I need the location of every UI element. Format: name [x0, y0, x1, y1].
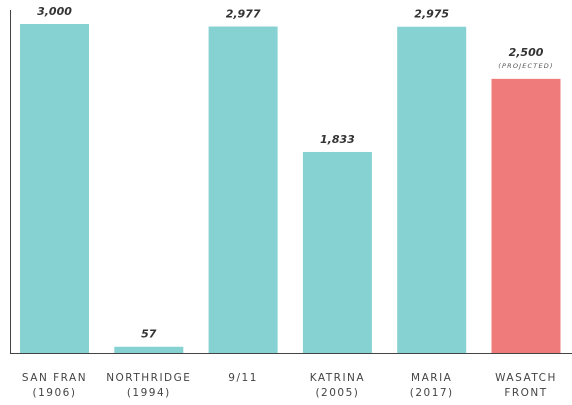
- value-label: 2,977: [226, 8, 261, 21]
- x-tick-label: 9/11: [228, 372, 258, 384]
- x-tick-label: (1906): [33, 387, 77, 399]
- value-label: 2,975: [414, 8, 449, 21]
- bar: [491, 78, 561, 353]
- x-tick-label: KATRINA: [310, 372, 365, 384]
- bar: [302, 151, 372, 353]
- x-tick-label: FRONT: [504, 387, 547, 399]
- bar: [20, 24, 89, 353]
- x-tick-label: (2017): [410, 387, 454, 399]
- value-label: 1,833: [320, 133, 355, 146]
- annotation: (PROJECTED): [498, 62, 553, 70]
- value-label: 2,500: [509, 46, 544, 59]
- x-tick-label: (2005): [315, 387, 359, 399]
- bar: [397, 26, 467, 353]
- x-tick-label: WASATCH: [495, 372, 557, 384]
- x-tick-label: MARIA: [411, 372, 452, 384]
- x-tick-label: NORTHRIDGE: [106, 372, 191, 384]
- bar: [114, 346, 184, 353]
- x-tick-label: SAN FRAN: [22, 372, 87, 384]
- value-label: 57: [141, 328, 157, 341]
- x-tick-label: (1994): [127, 387, 171, 399]
- value-label: 3,000: [37, 5, 72, 18]
- bar: [208, 26, 278, 353]
